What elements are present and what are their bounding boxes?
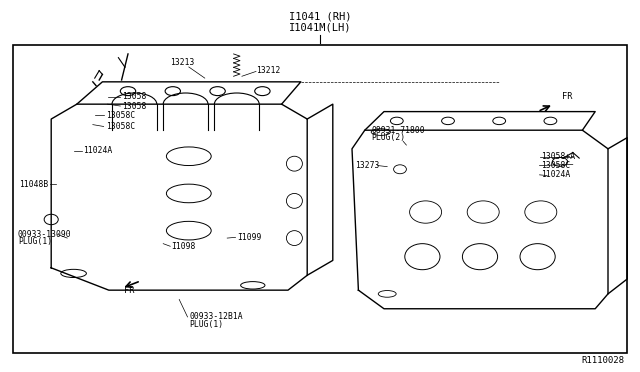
Text: 13058C: 13058C <box>106 122 135 131</box>
Text: 13058C: 13058C <box>541 161 570 170</box>
Text: 13058+A: 13058+A <box>541 153 575 161</box>
Text: I1098: I1098 <box>172 242 196 251</box>
Text: 13273: 13273 <box>355 161 380 170</box>
Text: 11048B: 11048B <box>19 180 49 189</box>
Text: 00933-13090: 00933-13090 <box>18 230 72 239</box>
Text: I1041M(LH): I1041M(LH) <box>289 23 351 33</box>
Text: PLUG(2): PLUG(2) <box>371 133 405 142</box>
Text: PLUG(1): PLUG(1) <box>18 237 52 246</box>
Text: PLUG(1): PLUG(1) <box>189 320 223 329</box>
Text: 11024A: 11024A <box>541 170 570 179</box>
Text: 08931-71800: 08931-71800 <box>371 126 425 135</box>
Text: FR: FR <box>124 286 134 295</box>
Text: 13058: 13058 <box>122 92 146 101</box>
Text: 11024A: 11024A <box>83 146 113 155</box>
Text: I1099: I1099 <box>237 233 261 242</box>
Text: 13212: 13212 <box>256 66 280 75</box>
Text: 00933-12B1A: 00933-12B1A <box>189 312 243 321</box>
Text: 13213: 13213 <box>170 58 195 67</box>
Text: R1110028: R1110028 <box>581 356 624 365</box>
Text: 13058C: 13058C <box>106 111 135 120</box>
Bar <box>13 45 627 353</box>
Text: FR: FR <box>562 92 572 101</box>
Text: 13058: 13058 <box>122 102 146 110</box>
Text: I1041 (RH): I1041 (RH) <box>289 12 351 22</box>
